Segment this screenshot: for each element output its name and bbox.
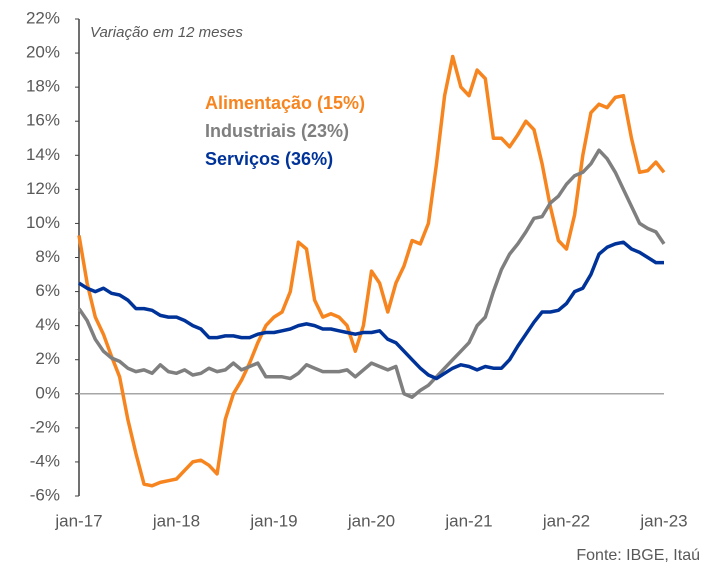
series-line <box>77 54 666 488</box>
y-tick-label: 12% <box>26 179 60 198</box>
y-tick-label: -6% <box>30 485 60 504</box>
y-tick-label: -2% <box>30 417 60 436</box>
series-line <box>77 148 666 399</box>
y-tick-label: 6% <box>35 281 60 300</box>
legend-label: Industriais (23%) <box>205 121 349 141</box>
x-tick-label: jan-17 <box>54 511 102 530</box>
x-tick-label: jan-19 <box>249 511 297 530</box>
y-tick-label: 2% <box>35 349 60 368</box>
y-tick-label: 8% <box>35 247 60 266</box>
y-tick-label: 0% <box>35 383 60 402</box>
y-tick-label: 16% <box>26 111 60 130</box>
x-tick-label: jan-21 <box>444 511 492 530</box>
series-line <box>78 240 664 381</box>
y-tick-label: 18% <box>26 77 60 96</box>
y-tick-label: 22% <box>26 8 60 27</box>
y-tick-label: 20% <box>26 43 60 62</box>
x-tick-label: jan-20 <box>347 511 395 530</box>
y-tick-label: -4% <box>30 451 60 470</box>
y-tick-label: 10% <box>26 213 60 232</box>
source: Fonte: IBGE, Itaú <box>576 547 700 564</box>
y-tick-label: 4% <box>35 315 60 334</box>
legend-label: Alimentação (15%) <box>205 93 365 113</box>
y-tick-label: 14% <box>26 145 60 164</box>
x-tick-label: jan-23 <box>639 511 687 530</box>
x-tick-label: jan-22 <box>542 511 590 530</box>
chart-subtitle: Variação em 12 meses <box>90 24 243 41</box>
x-tick-label: jan-18 <box>152 511 200 530</box>
legend-label: Serviços (36%) <box>205 149 333 169</box>
